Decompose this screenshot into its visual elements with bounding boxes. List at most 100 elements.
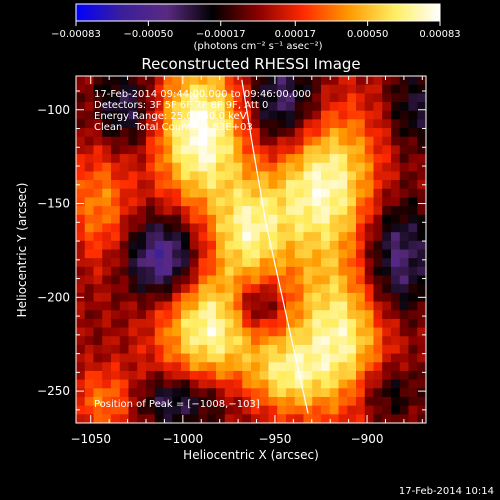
heatmap-cell (93, 162, 103, 172)
heatmap-cell (233, 310, 243, 320)
heatmap-cell (356, 405, 366, 415)
heatmap-cell (119, 188, 129, 198)
heatmap-cell (286, 232, 296, 242)
heatmap-cell (391, 284, 401, 294)
heatmap-cell (382, 344, 392, 355)
heatmap-cell (417, 197, 426, 207)
heatmap-cell (391, 180, 401, 190)
heatmap-cell (259, 414, 269, 423)
heatmap-cell (356, 197, 366, 207)
heatmap-cell (294, 206, 304, 216)
heatmap-cell (146, 232, 156, 242)
heatmap-cell (373, 405, 383, 415)
heatmap-cell (373, 84, 383, 94)
heatmap-cell (356, 119, 366, 129)
heatmap-cell (76, 240, 86, 250)
heatmap-cell (312, 405, 322, 415)
heatmap-cell (399, 136, 409, 146)
heatmap-cell (364, 197, 374, 207)
heatmap-cell (338, 171, 348, 181)
heatmap-cell (338, 336, 348, 346)
heatmap-cell (84, 396, 94, 407)
heatmap-cell (111, 362, 121, 372)
heatmap-cell (172, 119, 182, 129)
heatmap-cell (294, 145, 304, 155)
heatmap-cell (242, 223, 252, 233)
heatmap-cell (163, 284, 173, 294)
heatmap-cell (373, 266, 383, 277)
heatmap-cell (286, 93, 296, 103)
heatmap-cell (93, 223, 103, 233)
heatmap-cell (286, 388, 296, 398)
heatmap-cell (172, 414, 182, 423)
heatmap-cell (329, 197, 339, 207)
heatmap-cell (399, 301, 409, 311)
heatmap-cell (128, 396, 138, 407)
heatmap-cell (242, 240, 252, 250)
heatmap-cell (76, 214, 86, 224)
heatmap-cell (198, 336, 208, 346)
heatmap-cell (242, 154, 252, 164)
heatmap-cell (146, 214, 156, 224)
heatmap-cell (329, 310, 339, 320)
heatmap-cell (268, 93, 278, 103)
heatmap-cell (84, 102, 94, 112)
heatmap-cell (329, 188, 339, 198)
heatmap-cell (259, 197, 269, 207)
heatmap-cell (181, 396, 191, 407)
heatmap-cell (294, 180, 304, 190)
heatmap-cell (242, 396, 252, 407)
heatmap-cell (242, 206, 252, 216)
heatmap-cell (251, 188, 261, 198)
heatmap-cell (76, 396, 86, 407)
heatmap-cell (373, 119, 383, 129)
heatmap-cell (93, 379, 103, 389)
heatmap-cell (216, 310, 226, 320)
heatmap-cell (189, 292, 199, 303)
heatmap-cell (312, 223, 322, 233)
heatmap-cell (84, 310, 94, 320)
heatmap-cell (146, 310, 156, 320)
heatmap-cell (84, 292, 94, 303)
heatmap-cell (189, 370, 199, 381)
heatmap-cell (216, 353, 226, 363)
heatmap-cell (382, 388, 392, 398)
heatmap-cell (111, 171, 121, 181)
heatmap-cell (294, 136, 304, 146)
heatmap-cell (102, 171, 112, 181)
heatmap-cell (286, 405, 296, 415)
heatmap-cell (417, 310, 426, 320)
heatmap-cell (364, 344, 374, 355)
heatmap-cell (364, 162, 374, 172)
heatmap-cell (329, 414, 339, 423)
heatmap-cell (303, 275, 313, 285)
heatmap-cell (286, 76, 296, 86)
heatmap-cell (329, 232, 339, 242)
heatmap-cell (233, 292, 243, 303)
heatmap-cell (119, 353, 129, 363)
heatmap-cell (137, 162, 147, 172)
heatmap-cell (181, 110, 191, 120)
heatmap-cell (347, 388, 357, 398)
heatmap-cell (181, 136, 191, 146)
heatmap-cell (93, 145, 103, 155)
heatmap-cell (172, 388, 182, 398)
heatmap-cell (172, 310, 182, 320)
heatmap-cell (347, 310, 357, 320)
heatmap-cell (76, 388, 86, 398)
heatmap-cell (277, 119, 287, 129)
heatmap-cell (391, 275, 401, 285)
heatmap-cell (329, 388, 339, 398)
heatmap-cell (382, 310, 392, 320)
heatmap-cell (154, 154, 164, 164)
heatmap-cell (198, 275, 208, 285)
heatmap-cell (172, 197, 182, 207)
heatmap-cell (233, 362, 243, 372)
heatmap-cell (154, 396, 164, 407)
heatmap-cell (198, 353, 208, 363)
heatmap-cell (93, 188, 103, 198)
heatmap-cell (417, 214, 426, 224)
heatmap-cell (373, 128, 383, 138)
heatmap-cell (373, 275, 383, 285)
heatmap-cell (216, 180, 226, 190)
